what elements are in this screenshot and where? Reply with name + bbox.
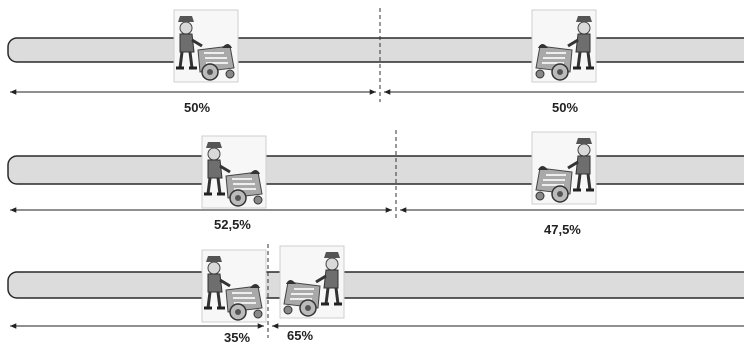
beach-strip xyxy=(7,271,744,299)
beach-strip xyxy=(7,155,744,185)
row-3 xyxy=(7,244,744,338)
left-share-label: 35% xyxy=(224,330,251,345)
row-2 xyxy=(7,130,744,220)
beach-strip xyxy=(7,37,744,63)
right-share-label: 65% xyxy=(287,328,314,343)
ice-cream-vendor-icon xyxy=(278,244,346,320)
ice-cream-vendor-icon xyxy=(530,130,598,206)
ice-cream-vendor-icon xyxy=(530,8,598,84)
ice-cream-vendor-icon xyxy=(172,8,240,84)
left-share-label: 52,5% xyxy=(214,217,251,232)
row-1 xyxy=(7,8,744,102)
ice-cream-vendor-icon xyxy=(200,134,268,210)
right-share-label: 50% xyxy=(552,100,579,115)
right-share-label: 47,5% xyxy=(544,222,581,237)
left-share-label: 50% xyxy=(184,100,211,115)
ice-cream-vendor-icon xyxy=(200,248,268,324)
